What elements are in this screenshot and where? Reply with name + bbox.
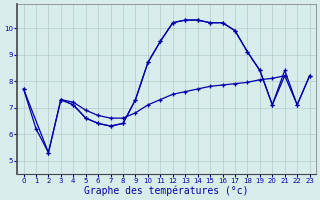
X-axis label: Graphe des températures (°c): Graphe des températures (°c) xyxy=(84,185,249,196)
